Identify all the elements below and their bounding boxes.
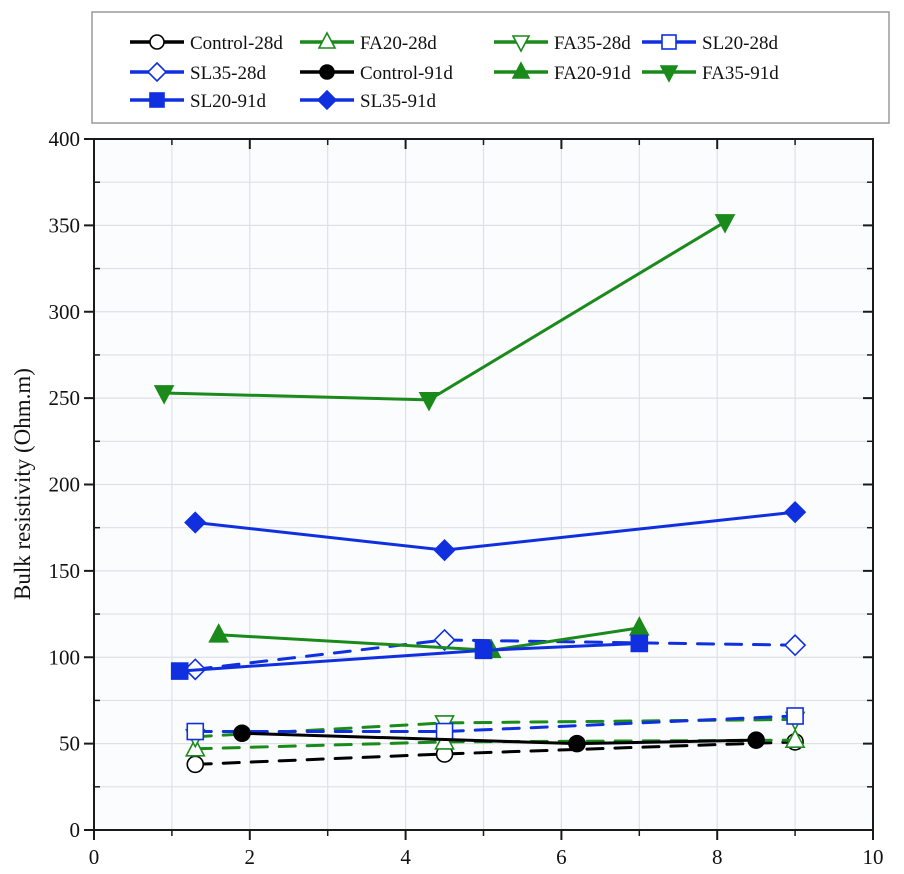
series-fa35-91d	[153, 214, 736, 412]
x-tick-label: 0	[89, 845, 100, 869]
triangle-down-marker	[714, 214, 736, 234]
y-axis-title: Bulk resistivity (Ohm.m)	[10, 368, 35, 600]
square-marker	[149, 92, 165, 108]
y-tick-label: 0	[70, 818, 81, 842]
square-marker	[170, 662, 189, 680]
legend-item-fa20-91d: FA20-91d	[494, 61, 631, 84]
x-tick-label: 10	[863, 845, 884, 869]
y-tick-label: 300	[49, 300, 81, 324]
legend-label: SL35-91d	[360, 91, 437, 112]
legend-label: Control-91d	[360, 63, 453, 84]
y-tick-label: 250	[49, 386, 81, 410]
legend-label: FA35-91d	[702, 63, 779, 84]
square-marker	[661, 34, 677, 50]
legend-item-fa35-28d: FA35-28d	[494, 33, 631, 54]
series-sl20-91d	[170, 634, 649, 680]
series-control-91d	[233, 724, 765, 753]
x-tick-label: 8	[712, 845, 723, 869]
triangle-down-marker	[659, 65, 679, 83]
diamond-marker	[184, 511, 207, 534]
square-marker	[474, 641, 493, 660]
legend-label: FA35-28d	[554, 33, 631, 54]
x-tick-label: 2	[245, 845, 256, 869]
legend-label: SL35-28d	[190, 63, 267, 84]
legend-item-fa35-91d: FA35-91d	[642, 63, 779, 84]
square-marker	[435, 722, 454, 741]
triangle-up-marker	[784, 728, 806, 748]
legend-item-sl35-28d: SL35-28d	[130, 61, 267, 84]
legend-item-sl20-91d: SL20-91d	[130, 91, 267, 112]
y-tick-label: 50	[59, 732, 80, 756]
y-tick-label: 200	[49, 473, 81, 497]
series-sl35-91d	[184, 501, 807, 562]
data-series	[153, 214, 807, 774]
legend-item-control-91d: Control-91d	[300, 63, 453, 84]
circle-marker	[186, 755, 205, 774]
diamond-marker	[433, 628, 456, 652]
series-sl35-28d	[184, 628, 807, 681]
triangle-down-marker	[511, 35, 531, 53]
legend-label: SL20-28d	[702, 33, 779, 54]
legend-label: SL20-91d	[190, 91, 267, 112]
square-marker	[630, 634, 649, 653]
triangle-down-marker	[418, 392, 440, 412]
series-line	[193, 740, 797, 766]
diamond-marker	[783, 634, 807, 657]
y-tick-label: 150	[49, 559, 81, 583]
legend-frame	[91, 11, 890, 124]
diamond-marker	[783, 501, 807, 524]
triangle-up-marker	[317, 31, 337, 49]
triangle-down-marker	[153, 385, 175, 405]
x-tick-label: 6	[556, 845, 567, 869]
triangle-up-marker	[208, 623, 229, 643]
legend: Control-28d FA20-28d FA35-28d SL20-28d SL35-…	[91, 11, 890, 124]
legend-label: FA20-91d	[554, 63, 631, 84]
y-tick-label: 400	[49, 127, 81, 151]
square-marker	[786, 707, 804, 725]
diamond-marker	[316, 89, 338, 111]
legend-label: Control-28d	[190, 33, 283, 54]
y-tick-label: 350	[49, 213, 81, 237]
grid-lines	[94, 139, 873, 830]
legend-item-sl35-91d: SL35-91d	[300, 89, 437, 112]
circle-marker	[319, 64, 335, 80]
series-sl20-28d	[186, 707, 804, 741]
circle-marker	[568, 734, 586, 753]
diamond-marker	[433, 539, 456, 562]
x-tick-label: 4	[400, 845, 411, 869]
circle-marker	[233, 724, 251, 743]
square-marker	[186, 722, 205, 741]
legend-label: FA20-28d	[360, 33, 437, 54]
legend-item-sl20-28d: SL20-28d	[642, 33, 779, 54]
legend-item-fa20-28d: FA20-28d	[300, 31, 437, 54]
triangle-up-marker	[511, 61, 531, 79]
diamond-marker	[146, 61, 168, 83]
circle-marker	[149, 34, 165, 50]
legend-item-control-28d: Control-28d	[130, 33, 283, 54]
series-line	[193, 714, 797, 734]
circle-marker	[747, 731, 765, 749]
y-tick-label: 100	[49, 645, 81, 669]
